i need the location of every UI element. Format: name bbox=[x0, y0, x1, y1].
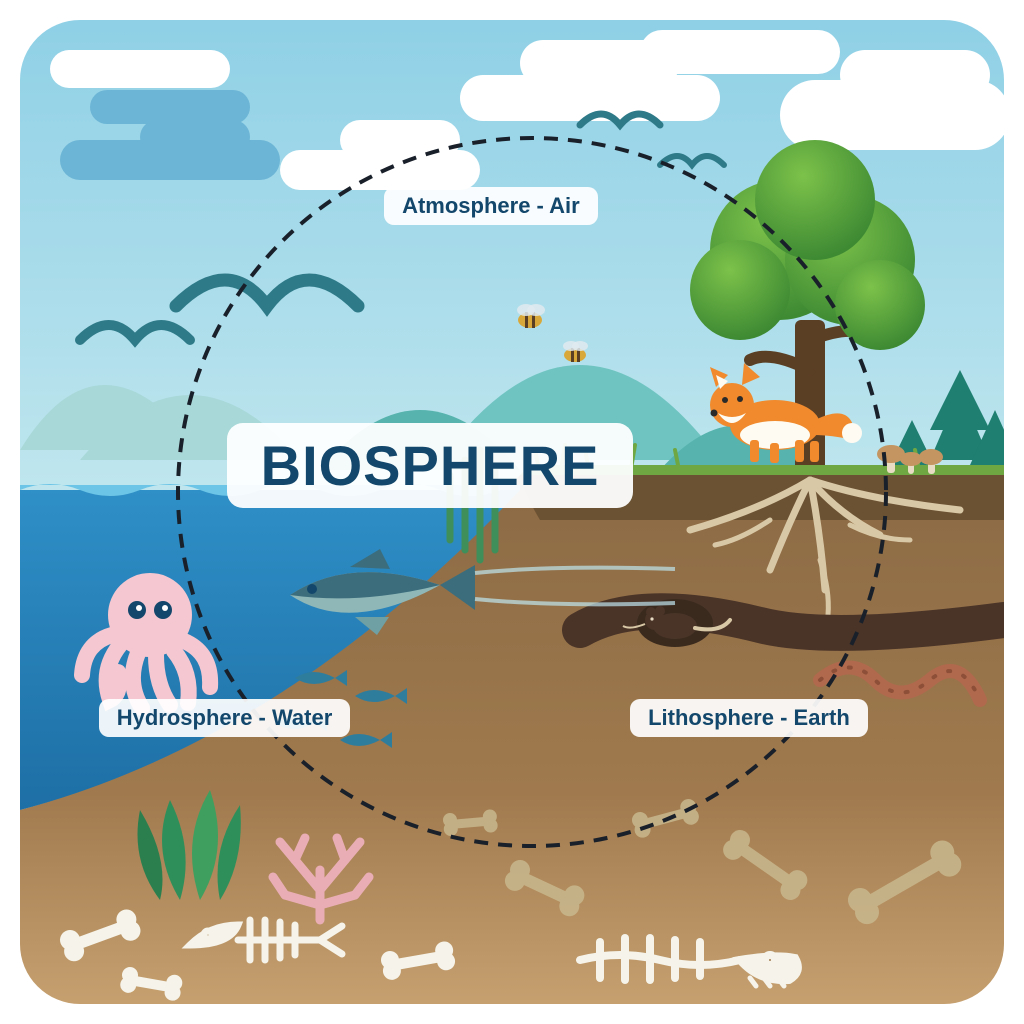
label-hydrosphere: Hydrosphere - Water bbox=[99, 699, 351, 737]
diagram-svg bbox=[20, 20, 1004, 1004]
label-lithosphere: Lithosphere - Earth bbox=[630, 699, 868, 737]
biosphere-diagram: BIOSPHERE Atmosphere - Air Hydrosphere -… bbox=[20, 20, 1004, 1004]
title-biosphere: BIOSPHERE bbox=[227, 423, 634, 508]
label-atmosphere: Atmosphere - Air bbox=[384, 187, 598, 225]
